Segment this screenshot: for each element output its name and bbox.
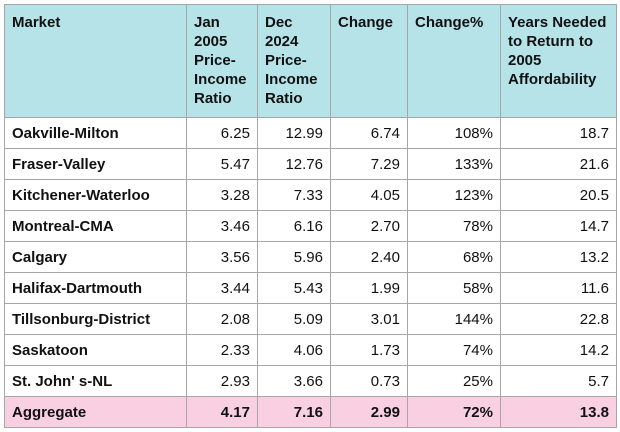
- value-cell: 5.43: [257, 272, 331, 304]
- value-cell: 4.06: [257, 334, 331, 366]
- value-cell: 12.99: [257, 117, 331, 149]
- value-cell: 78%: [407, 210, 501, 242]
- affordability-table: Market Jan 2005 Price-Income Ratio Dec 202…: [4, 4, 617, 428]
- header-cell: Change: [330, 4, 408, 118]
- value-cell: 7.29: [330, 148, 408, 180]
- value-cell: 12.76: [257, 148, 331, 180]
- market-cell: Fraser-Valley: [4, 148, 187, 180]
- value-cell: 144%: [407, 303, 501, 335]
- market-cell: Montreal-CMA: [4, 210, 187, 242]
- value-cell: 13.2: [500, 241, 617, 273]
- value-cell: 6.16: [257, 210, 331, 242]
- value-cell: 72%: [407, 396, 501, 428]
- value-cell: 25%: [407, 365, 501, 397]
- data-row: Saskatoon 2.33 4.06 1.73 74% 14.2: [4, 334, 617, 366]
- value-cell: 2.99: [330, 396, 408, 428]
- header-cell: Dec 2024 Price-Income Ratio: [257, 4, 331, 118]
- data-row: Oakville-Milton 6.25 12.99 6.74 108% 18.7: [4, 117, 617, 149]
- market-cell: Kitchener-Waterloo: [4, 179, 187, 211]
- value-cell: 3.56: [186, 241, 258, 273]
- data-row: Montreal-CMA 3.46 6.16 2.70 78% 14.7: [4, 210, 617, 242]
- value-cell: 3.46: [186, 210, 258, 242]
- data-row: Fraser-Valley 5.47 12.76 7.29 133% 21.6: [4, 148, 617, 180]
- market-cell: Oakville-Milton: [4, 117, 187, 149]
- value-cell: 3.01: [330, 303, 408, 335]
- value-cell: 7.33: [257, 179, 331, 211]
- market-cell: Tillsonburg-District: [4, 303, 187, 335]
- value-cell: 1.99: [330, 272, 408, 304]
- value-cell: 14.2: [500, 334, 617, 366]
- value-cell: 3.28: [186, 179, 258, 211]
- value-cell: 18.7: [500, 117, 617, 149]
- value-cell: 13.8: [500, 396, 617, 428]
- header-cell: Years Needed to Return to 2005 Affordabi…: [500, 4, 617, 118]
- value-cell: 58%: [407, 272, 501, 304]
- value-cell: 2.33: [186, 334, 258, 366]
- data-row: Calgary 3.56 5.96 2.40 68% 13.2: [4, 241, 617, 273]
- aggregate-row: Aggregate 4.17 7.16 2.99 72% 13.8: [4, 396, 617, 428]
- market-cell: Halifax-Dartmouth: [4, 272, 187, 304]
- value-cell: 4.17: [186, 396, 258, 428]
- value-cell: 133%: [407, 148, 501, 180]
- value-cell: 2.70: [330, 210, 408, 242]
- value-cell: 7.16: [257, 396, 331, 428]
- value-cell: 11.6: [500, 272, 617, 304]
- value-cell: 74%: [407, 334, 501, 366]
- header-cell: Jan 2005 Price-Income Ratio: [186, 4, 258, 118]
- data-row: Tillsonburg-District 2.08 5.09 3.01 144% 22.8: [4, 303, 617, 335]
- value-cell: 14.7: [500, 210, 617, 242]
- value-cell: 3.44: [186, 272, 258, 304]
- market-cell: Saskatoon: [4, 334, 187, 366]
- value-cell: 21.6: [500, 148, 617, 180]
- data-row: St. John' s-NL 2.93 3.66 0.73 25% 5.7: [4, 365, 617, 397]
- data-row: Halifax-Dartmouth 3.44 5.43 1.99 58% 11.6: [4, 272, 617, 304]
- value-cell: 0.73: [330, 365, 408, 397]
- value-cell: 4.05: [330, 179, 408, 211]
- value-cell: 123%: [407, 179, 501, 211]
- header-cell: Market: [4, 4, 187, 118]
- market-cell: Aggregate: [4, 396, 187, 428]
- value-cell: 5.7: [500, 365, 617, 397]
- value-cell: 68%: [407, 241, 501, 273]
- value-cell: 20.5: [500, 179, 617, 211]
- value-cell: 108%: [407, 117, 501, 149]
- value-cell: 5.47: [186, 148, 258, 180]
- value-cell: 22.8: [500, 303, 617, 335]
- value-cell: 2.40: [330, 241, 408, 273]
- value-cell: 2.93: [186, 365, 258, 397]
- market-cell: St. John' s-NL: [4, 365, 187, 397]
- header-row: Market Jan 2005 Price-Income Ratio Dec 202…: [4, 4, 617, 118]
- value-cell: 5.96: [257, 241, 331, 273]
- value-cell: 3.66: [257, 365, 331, 397]
- data-row: Kitchener-Waterloo 3.28 7.33 4.05 123% 20.5: [4, 179, 617, 211]
- value-cell: 5.09: [257, 303, 331, 335]
- value-cell: 6.25: [186, 117, 258, 149]
- value-cell: 2.08: [186, 303, 258, 335]
- value-cell: 1.73: [330, 334, 408, 366]
- value-cell: 6.74: [330, 117, 408, 149]
- market-cell: Calgary: [4, 241, 187, 273]
- header-cell: Change%: [407, 4, 501, 118]
